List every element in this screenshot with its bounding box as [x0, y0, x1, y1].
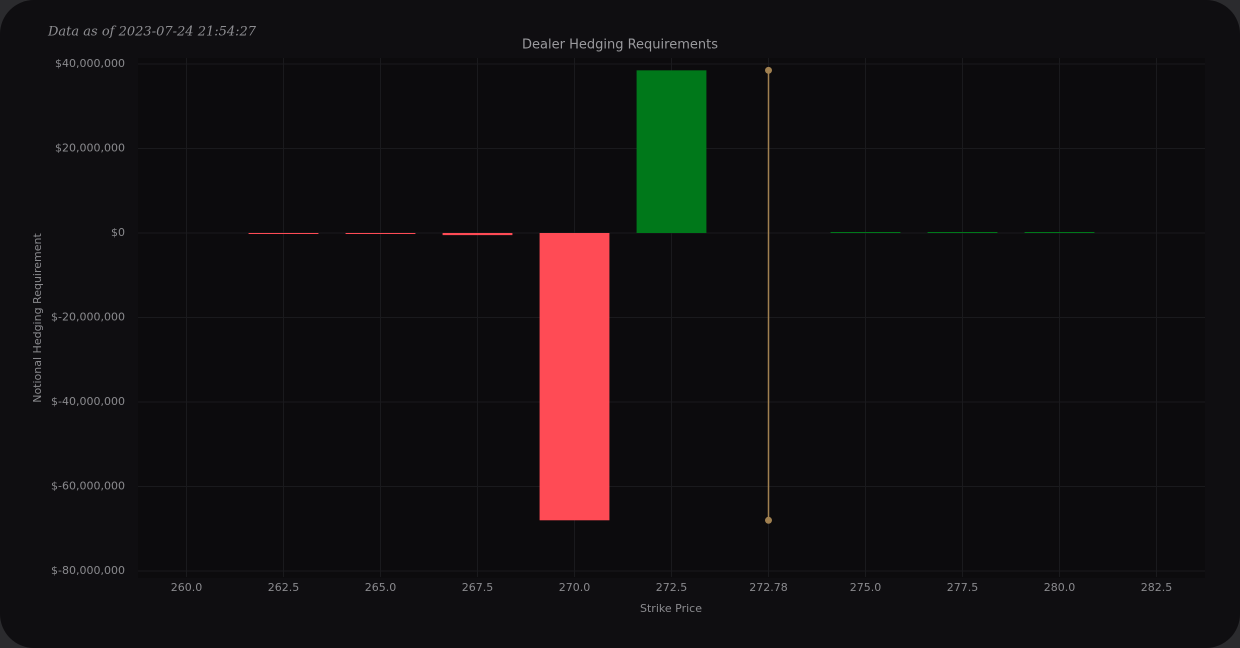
x-tick-label: 265.0: [365, 581, 397, 594]
bar: [345, 233, 416, 234]
bar: [442, 233, 513, 236]
x-tick-label: 260.0: [171, 581, 203, 594]
y-tick-label: $-40,000,000: [51, 395, 125, 408]
x-tick-label: 272.78: [749, 581, 788, 594]
y-tick-label: $0: [111, 226, 125, 239]
x-tick-label: 275.0: [850, 581, 882, 594]
bar: [636, 70, 707, 234]
bar: [248, 233, 319, 234]
x-tick-label: 272.5: [656, 581, 688, 594]
chart-title: Dealer Hedging Requirements: [522, 38, 718, 53]
bar: [539, 233, 610, 521]
y-axis-label: Notional Hedging Requirement: [31, 233, 44, 403]
x-tick-label: 262.5: [268, 581, 300, 594]
y-tick-label: $20,000,000: [55, 142, 125, 155]
y-tick-label: $-60,000,000: [51, 480, 125, 493]
y-tick-label: $40,000,000: [55, 57, 125, 70]
x-axis-label: Strike Price: [640, 602, 702, 615]
spot-marker: [765, 66, 772, 74]
bar: [927, 232, 998, 233]
y-tick-label: $-80,000,000: [51, 564, 125, 577]
x-tick-label: 280.0: [1044, 581, 1076, 594]
spot-marker: [765, 516, 772, 524]
bar: [1024, 232, 1095, 233]
x-tick-label: 267.5: [462, 581, 494, 594]
y-tick-label: $-20,000,000: [51, 311, 125, 324]
bar: [830, 232, 901, 233]
x-tick-label: 277.5: [947, 581, 979, 594]
x-tick-label: 282.5: [1141, 581, 1173, 594]
subtitle: Data as of 2023-07-24 21:54:27: [47, 25, 257, 40]
x-tick-label: 270.0: [559, 581, 591, 594]
